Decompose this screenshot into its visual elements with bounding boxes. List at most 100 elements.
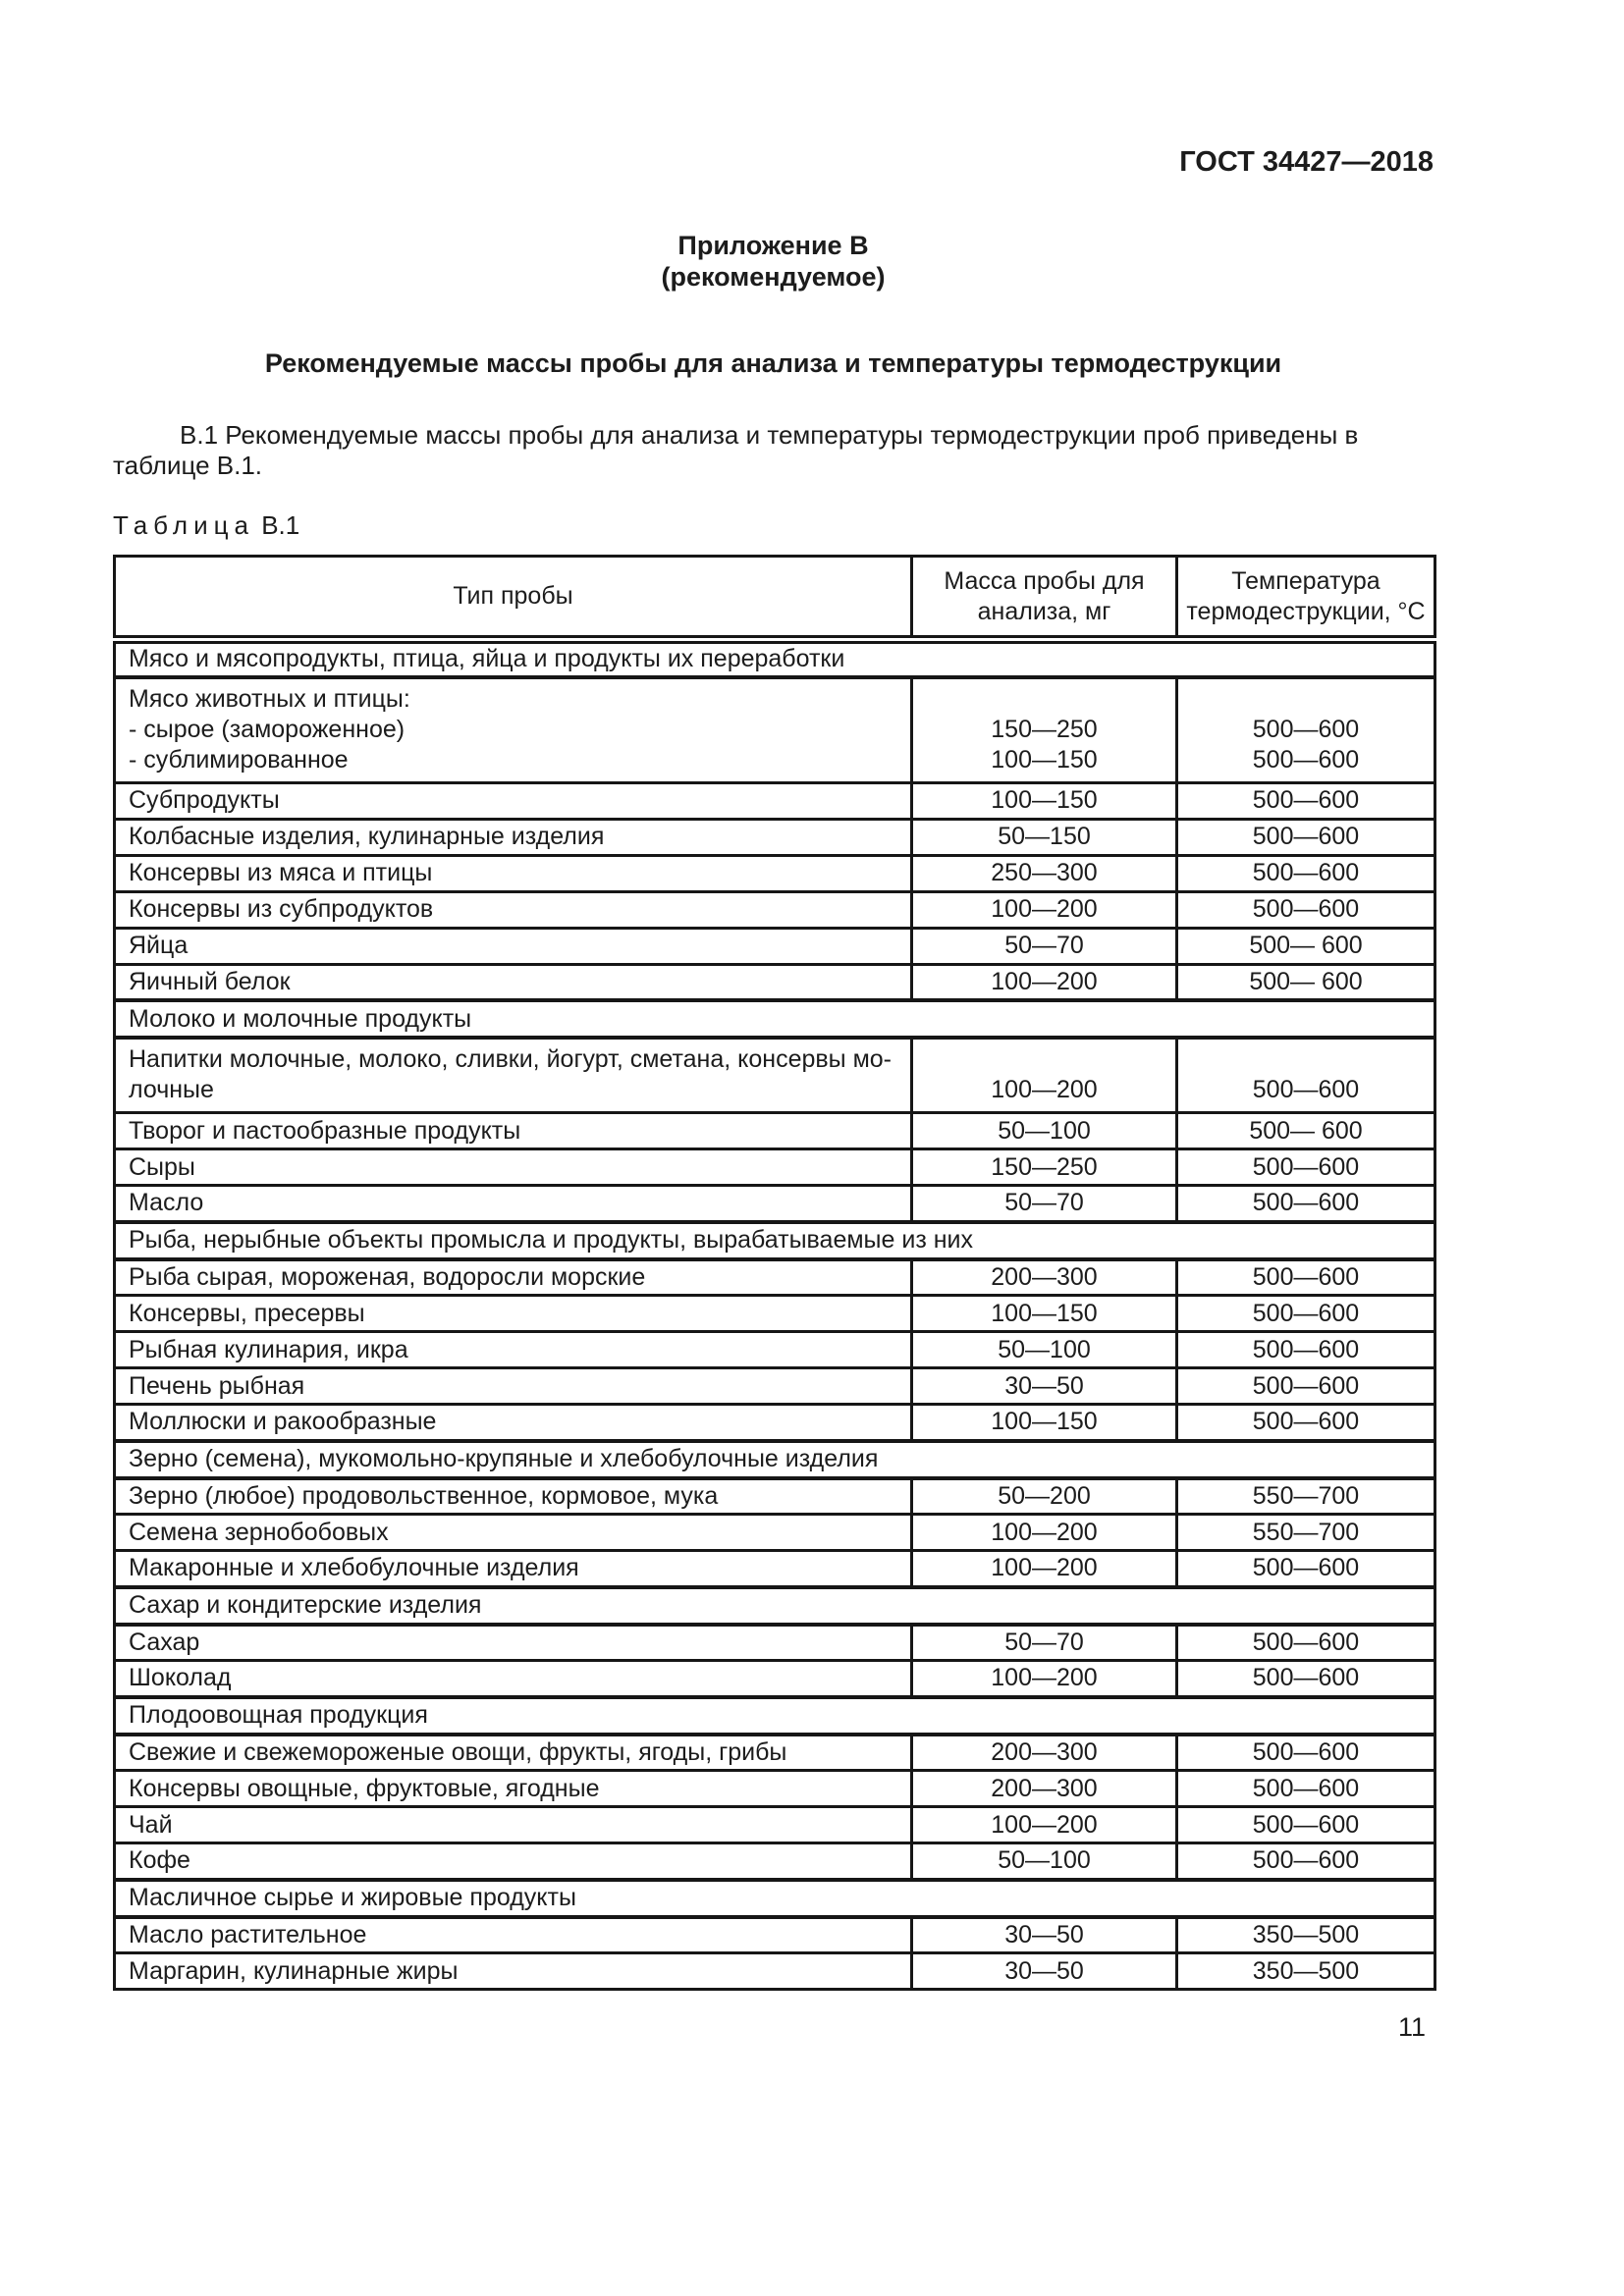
cell-mass: 100—200: [910, 962, 1178, 1002]
cell-temp: 500—600: [1175, 1805, 1436, 1844]
appendix-heading: Приложение В (рекомендуемое): [113, 230, 1434, 293]
cell-mass: 100—150: [910, 1294, 1178, 1333]
table-header-row: Тип пробы Масса пробы для анализа, мг Те…: [113, 555, 1436, 644]
cell-mass: 50—100: [910, 1842, 1178, 1881]
table-row: Рыбная кулинария, икра 50—100 500—600: [113, 1330, 1436, 1369]
cell-temp: 500—600: [1175, 853, 1436, 893]
cell-temp: 500—600: [1175, 1659, 1436, 1698]
cell-name: Макаронные и хлебобулочные изделия: [113, 1549, 913, 1588]
table-row: Консервы, пресервы 100—150 500—600: [113, 1294, 1436, 1333]
cell-temp: 500—600: [1175, 1257, 1436, 1297]
cell-name: Сыры: [113, 1148, 913, 1187]
cell-name: Моллюски и ракообразные: [113, 1403, 913, 1442]
table-row: Сыры 150—250 500—600: [113, 1148, 1436, 1187]
section-row: Зерно (семена), мукомольно-крупяные и хл…: [113, 1438, 1436, 1480]
cell-mass: 100—150: [910, 780, 1178, 821]
cell-name: Яичный белок: [113, 962, 913, 1002]
cell-mass: 100—200: [910, 1513, 1178, 1552]
section-label: Рыба, нерыбные объекты промысла и продук…: [113, 1219, 1436, 1261]
cell-mass: 250—300: [910, 853, 1178, 893]
section-row: Мясо и мясопродукты, птица, яйца и проду…: [113, 637, 1436, 679]
cell-name: Масло: [113, 1184, 913, 1223]
cell-temp: 500—600: [1175, 1148, 1436, 1187]
cell-temp: 500—600: [1175, 1733, 1436, 1772]
cell-temp: 550—700: [1175, 1513, 1436, 1552]
cell-temp: 500—600: [1175, 1330, 1436, 1369]
cell-mass: 50—100: [910, 1111, 1178, 1150]
table-row: Моллюски и ракообразные 100—150 500—600: [113, 1403, 1436, 1442]
cell-temp: 500—600: [1175, 1623, 1436, 1662]
cell-name: Субпродукты: [113, 780, 913, 821]
cell-mass: 200—300: [910, 1769, 1178, 1808]
cell-name: Масло растительное: [113, 1915, 913, 1954]
section-row: Сахар и кондитерские изделия: [113, 1584, 1436, 1627]
table-row: Масло 50—70 500—600: [113, 1184, 1436, 1223]
section-label: Плодоовощная продукция: [113, 1694, 1436, 1736]
cell-mass: 50—70: [910, 926, 1178, 966]
section-label: Масличное сырье и жировые продукты: [113, 1877, 1436, 1919]
cell-name: Чай: [113, 1805, 913, 1844]
cell-mass: 150—250: [910, 1148, 1178, 1187]
standard-reference: ГОСТ 34427—2018: [1179, 146, 1434, 178]
cell-name: Яйца: [113, 926, 913, 966]
cell-name: Печень рыбная: [113, 1366, 913, 1406]
table-row: Чай 100—200 500—600: [113, 1805, 1436, 1844]
table-row: Сахар 50—70 500—600: [113, 1623, 1436, 1662]
cell-temp: 350—500: [1175, 1915, 1436, 1954]
col-header-mass: Масса пробы для анализа, мг: [910, 555, 1178, 644]
cell-name: Рыба сырая, мороженая, водоросли морские: [113, 1257, 913, 1297]
cell-name: Свежие и свежемороженые овощи, фрукты, я…: [113, 1733, 913, 1772]
table-row: Шоколад 100—200 500—600: [113, 1659, 1436, 1698]
cell-name: Напитки молочные, молоко, сливки, йогурт…: [113, 1036, 913, 1114]
cell-temp: 500—600: [1175, 1036, 1436, 1114]
table-row: Рыба сырая, мороженая, водоросли морские…: [113, 1257, 1436, 1297]
cell-mass: 50—100: [910, 1330, 1178, 1369]
table-row: Маргарин, кулинарные жиры 30—50 350—500: [113, 1951, 1436, 1991]
table-caption: Таблица В.1: [113, 510, 1434, 541]
table-row: Печень рыбная 30—50 500—600: [113, 1366, 1436, 1406]
table-caption-word: Таблица: [113, 510, 254, 540]
appendix-title: Приложение В: [677, 231, 869, 260]
cell-name: Маргарин, кулинарные жиры: [113, 1951, 913, 1991]
sample-mass-table: Тип пробы Масса пробы для анализа, мг Те…: [113, 555, 1436, 1991]
cell-mass: 100—200: [910, 1549, 1178, 1588]
cell-mass: 100—200: [910, 1805, 1178, 1844]
cell-temp: 500—600: [1175, 1366, 1436, 1406]
table-row: Мясо животных и птицы: - сырое (замороже…: [113, 675, 1436, 784]
table-row: Зерно (любое) продовольственное, кормово…: [113, 1476, 1436, 1516]
cell-temp: 500—600: [1175, 817, 1436, 857]
table-row: Яйца 50—70 500— 600: [113, 926, 1436, 966]
cell-mass: 150—250 100—150: [910, 675, 1178, 784]
cell-mass: 200—300: [910, 1733, 1178, 1772]
table-caption-number: В.1: [261, 510, 300, 540]
cell-temp: 500—600 500—600: [1175, 675, 1436, 784]
section-label: Молоко и молочные продукты: [113, 998, 1436, 1040]
cell-mass: 100—200: [910, 889, 1178, 930]
section-row: Плодоовощная продукция: [113, 1694, 1436, 1736]
cell-temp: 500— 600: [1175, 1111, 1436, 1150]
cell-mass: 50—70: [910, 1184, 1178, 1223]
table-row: Кофе 50—100 500—600: [113, 1842, 1436, 1881]
col-header-temperature: Температура термодеструкции, °С: [1175, 555, 1436, 644]
cell-temp: 500—600: [1175, 1184, 1436, 1223]
table-row: Семена зернобобовых 100—200 550—700: [113, 1513, 1436, 1552]
cell-temp: 500— 600: [1175, 926, 1436, 966]
cell-temp: 500—600: [1175, 1403, 1436, 1442]
cell-mass: 50—70: [910, 1623, 1178, 1662]
cell-temp: 500— 600: [1175, 962, 1436, 1002]
table-row: Колбасные изделия, кулинарные изделия 50—…: [113, 817, 1436, 857]
document-title: Рекомендуемые массы пробы для анализа и …: [264, 348, 1282, 378]
table-row: Макаронные и хлебобулочные изделия 100—20…: [113, 1549, 1436, 1588]
cell-temp: 550—700: [1175, 1476, 1436, 1516]
cell-name: Консервы, пресервы: [113, 1294, 913, 1333]
cell-name: Зерно (любое) продовольственное, кормово…: [113, 1476, 913, 1516]
cell-temp: 500—600: [1175, 1549, 1436, 1588]
cell-name: Мясо животных и птицы: - сырое (замороже…: [113, 675, 913, 784]
cell-mass: 30—50: [910, 1951, 1178, 1991]
cell-name: Рыбная кулинария, икра: [113, 1330, 913, 1369]
table-row: Консервы овощные, фруктовые, ягодные 200—…: [113, 1769, 1436, 1808]
table-row: Напитки молочные, молоко, сливки, йогурт…: [113, 1036, 1436, 1114]
cell-name: Колбасные изделия, кулинарные изделия: [113, 817, 913, 857]
cell-temp: 500—600: [1175, 889, 1436, 930]
